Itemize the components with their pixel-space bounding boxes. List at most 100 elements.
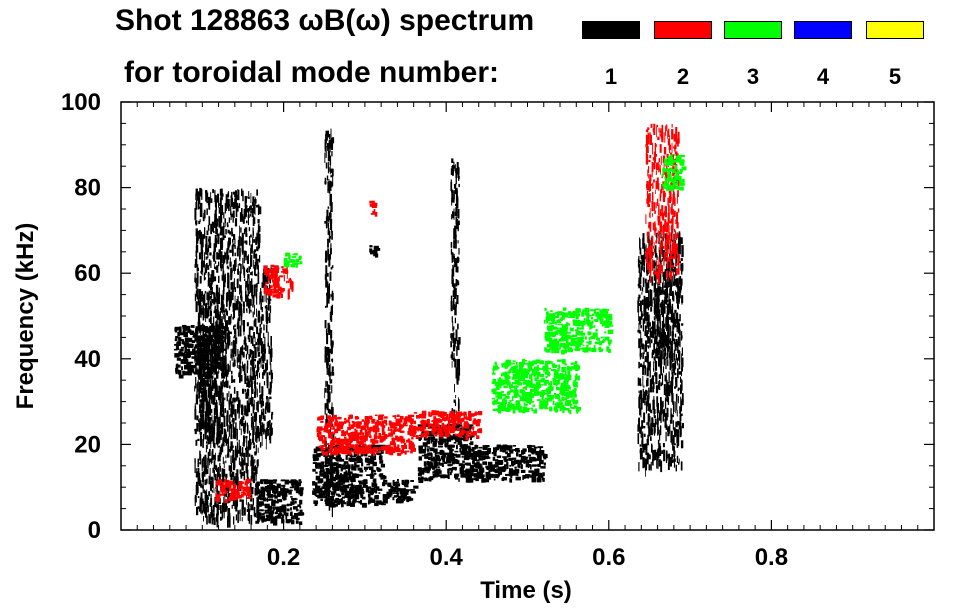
spectrum-point	[251, 397, 254, 407]
spectrum-point	[252, 361, 255, 368]
spectrum-point	[329, 271, 332, 281]
spectrum-point	[659, 452, 662, 456]
spectrum-point	[216, 348, 220, 353]
spectrum-point	[209, 340, 212, 344]
spectrum-point	[232, 281, 234, 292]
spectrum-point	[516, 452, 519, 457]
spectrum-point	[251, 388, 254, 394]
spectrum-point	[640, 332, 642, 344]
spectrum-point	[218, 394, 221, 399]
spectrum-point	[329, 480, 331, 489]
spectrum-point	[664, 277, 666, 280]
spectrum-point	[248, 254, 249, 264]
spectrum-point	[202, 329, 207, 333]
spectrum-point	[325, 476, 327, 487]
spectrum-point	[638, 280, 641, 289]
spectrum-point	[670, 342, 673, 345]
spectrum-point	[450, 182, 453, 192]
spectrum-point	[271, 413, 273, 420]
spectrum-point	[456, 444, 458, 450]
spectrum-point	[202, 249, 204, 256]
spectrum-point	[210, 435, 212, 438]
spectrum-point	[655, 372, 658, 385]
spectrum-point	[239, 225, 240, 237]
spectrum-point	[197, 345, 199, 357]
spectrum-point	[452, 333, 455, 344]
spectrum-point	[272, 271, 278, 276]
spectrum-point	[184, 351, 190, 354]
spectrum-point	[667, 428, 669, 433]
spectrum-point	[298, 479, 302, 482]
spectrum-point	[215, 452, 216, 461]
spectrum-point	[456, 197, 459, 209]
spectrum-point	[232, 248, 234, 255]
spectrum-point	[299, 499, 303, 505]
spectrum-point	[202, 216, 205, 222]
spectrum-point	[671, 376, 674, 387]
spectrum-point	[377, 467, 381, 472]
spectrum-point	[249, 298, 251, 309]
spectrum-point	[328, 493, 330, 503]
spectrum-point	[227, 241, 229, 254]
spectrum-point	[255, 474, 257, 481]
spectrum-point	[221, 422, 224, 435]
spectrum-point	[478, 451, 483, 456]
spectrum-point	[219, 329, 224, 334]
spectrum-point	[661, 373, 664, 386]
spectrum-point	[672, 327, 675, 330]
spectrum-point	[664, 280, 667, 283]
spectrum-point	[375, 488, 378, 494]
spectrum-point	[236, 441, 238, 453]
spectrum-point	[201, 247, 203, 256]
spectrum-point	[330, 128, 332, 137]
spectrum-point	[221, 361, 223, 365]
spectrum-point	[339, 500, 345, 503]
spectrum-point	[247, 196, 250, 199]
spectrum-point	[207, 505, 209, 513]
spectrum-point	[662, 366, 665, 373]
spectrum-point	[201, 473, 204, 478]
spectrum-point	[208, 227, 210, 232]
spectrum-point	[226, 291, 229, 302]
spectrum-point	[210, 296, 212, 307]
spectrum-point	[670, 284, 672, 292]
spectrum-point	[290, 507, 292, 511]
spectrum-point	[650, 422, 653, 433]
spectrum-point	[677, 243, 679, 254]
spectrum-point	[209, 458, 212, 463]
spectrum-point	[329, 363, 331, 376]
spectrum-point	[221, 443, 224, 453]
spectrum-point	[174, 343, 178, 346]
spectrum-point	[638, 309, 639, 322]
spectrum-point	[270, 348, 273, 358]
spectrum-point	[312, 490, 316, 495]
spectrum-point	[666, 382, 669, 388]
spectrum-point	[674, 428, 678, 437]
spectrum-point	[272, 509, 274, 514]
spectrum-point	[232, 445, 234, 449]
spectrum-point	[653, 409, 656, 414]
spectrum-point	[222, 255, 225, 265]
spectrum-point	[454, 450, 459, 453]
spectrum-point	[327, 248, 329, 261]
spectrum-point	[218, 275, 220, 283]
spectrum-point	[214, 425, 216, 435]
spectrum-point	[520, 450, 524, 455]
spectrum-point	[471, 449, 474, 452]
spectrum-point	[329, 470, 332, 479]
spectrum-data-layer	[173, 123, 687, 528]
spectrum-point	[516, 459, 520, 464]
spectrum-point	[646, 403, 647, 414]
spectrum-point	[323, 493, 326, 499]
spectrum-point	[219, 429, 222, 441]
spectrum-point	[240, 404, 244, 415]
spectrum-point	[259, 329, 262, 334]
spectrum-point	[502, 476, 504, 482]
spectrum-point	[360, 499, 362, 505]
spectrum-point	[324, 177, 327, 185]
spectrum-point	[179, 326, 182, 332]
spectrum-point	[677, 342, 679, 354]
spectrum-point	[669, 420, 672, 424]
spectrum-point	[432, 442, 437, 447]
spectrum-point	[453, 253, 455, 257]
